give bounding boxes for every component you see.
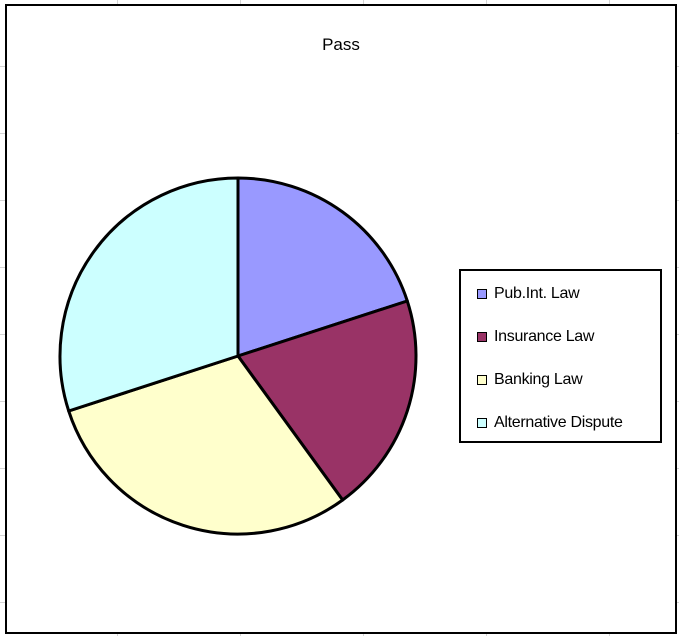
legend-item[interactable]: Insurance Law [477,327,594,347]
legend-swatch [477,375,487,385]
pie-slice-alternative-dispute[interactable] [58,176,240,413]
legend-label: Banking Law [494,371,583,388]
legend-label: Alternative Dispute [494,414,623,431]
pie-chart[interactable] [7,6,675,632]
chart-title: Pass [322,35,360,54]
legend-label: Insurance Law [494,328,595,345]
legend-swatch [477,418,487,428]
pie-slice-pub-int-law[interactable] [236,176,409,358]
pie-slice-banking-law[interactable] [67,354,345,536]
legend-item[interactable]: Pub.Int. Law [477,284,580,304]
pie-slice-insurance-law[interactable] [236,299,418,502]
chart-area[interactable]: Pass Pub.Int. Law Insurance Law Banking La… [5,4,677,634]
legend-item[interactable]: Banking Law [477,370,583,390]
legend-swatch [477,289,487,299]
legend-swatch [477,332,487,342]
legend-item[interactable]: Alternative Dispute [477,413,623,433]
legend[interactable]: Pub.Int. Law Insurance Law Banking Law Alte… [459,269,662,443]
legend-label: Pub.Int. Law [494,285,580,302]
